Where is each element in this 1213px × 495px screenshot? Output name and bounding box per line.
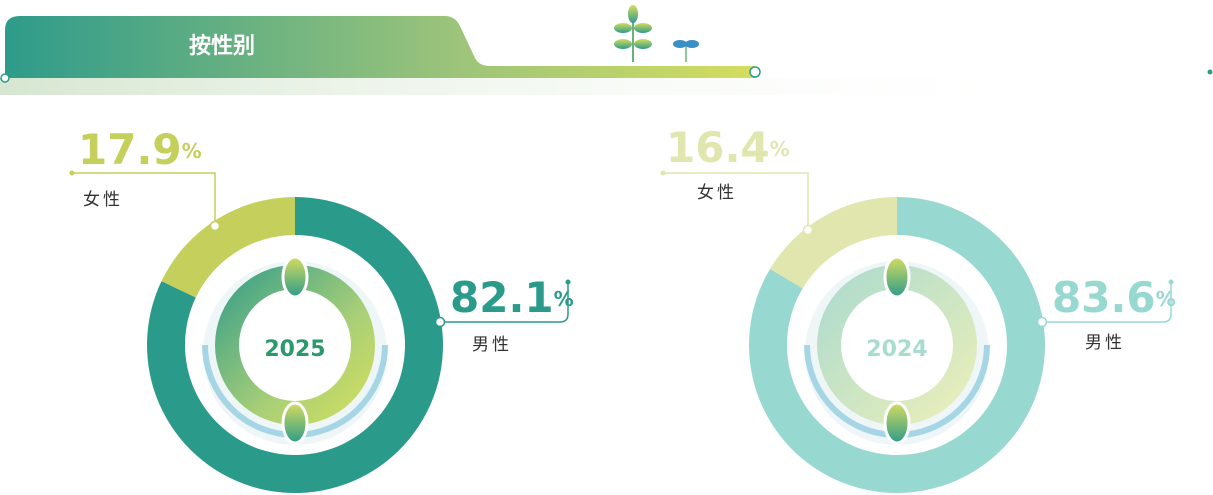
value-unit: % [182, 139, 202, 163]
donut-chart: 2025 17.9% 女性 82.1% 男性 [70, 125, 574, 494]
leaf-icon [283, 403, 307, 443]
rule-dot [1208, 70, 1213, 75]
rule-dot [1, 74, 9, 82]
leaf-icon [885, 257, 909, 297]
value-label: 83.6% [1052, 273, 1176, 322]
rule-dot [750, 67, 760, 77]
plant-icon [614, 5, 699, 62]
page: 按性别 2025 17.9% 女性 82.1% 男性 2024 16.4% 女性 83.6% 男性 [0, 0, 1213, 495]
header-band [0, 78, 1080, 95]
header: 按性别 [0, 5, 1213, 95]
header-title: 按性别 [189, 33, 255, 59]
category-label: 女性 [83, 190, 123, 210]
value-unit: % [554, 287, 574, 311]
leaf-icon [283, 257, 307, 297]
center-label: 2025 [264, 337, 325, 362]
leader-dot [1038, 318, 1047, 327]
category-label: 女性 [697, 183, 737, 203]
value-number: 16.4 [666, 123, 770, 172]
value-number: 83.6 [1052, 273, 1156, 322]
value-label: 82.1% [450, 273, 574, 322]
leader-dot [436, 318, 445, 327]
donut-chart: 2024 16.4% 女性 83.6% 男性 [661, 123, 1176, 494]
value-number: 82.1 [450, 273, 554, 322]
value-number: 17.9 [78, 125, 182, 174]
value-label: 16.4% [666, 123, 790, 172]
leader-end [70, 171, 75, 176]
leaf-icon [885, 403, 909, 443]
leader-dot [211, 222, 220, 231]
value-unit: % [1156, 287, 1176, 311]
value-unit: % [770, 137, 790, 161]
category-label: 男性 [1085, 333, 1125, 353]
leader-end [661, 171, 666, 176]
value-label: 17.9% [78, 125, 202, 174]
category-label: 男性 [472, 335, 512, 355]
center-label: 2024 [866, 337, 927, 362]
leader-end [566, 280, 571, 285]
leader-end [1169, 280, 1174, 285]
leader-dot [804, 226, 813, 235]
